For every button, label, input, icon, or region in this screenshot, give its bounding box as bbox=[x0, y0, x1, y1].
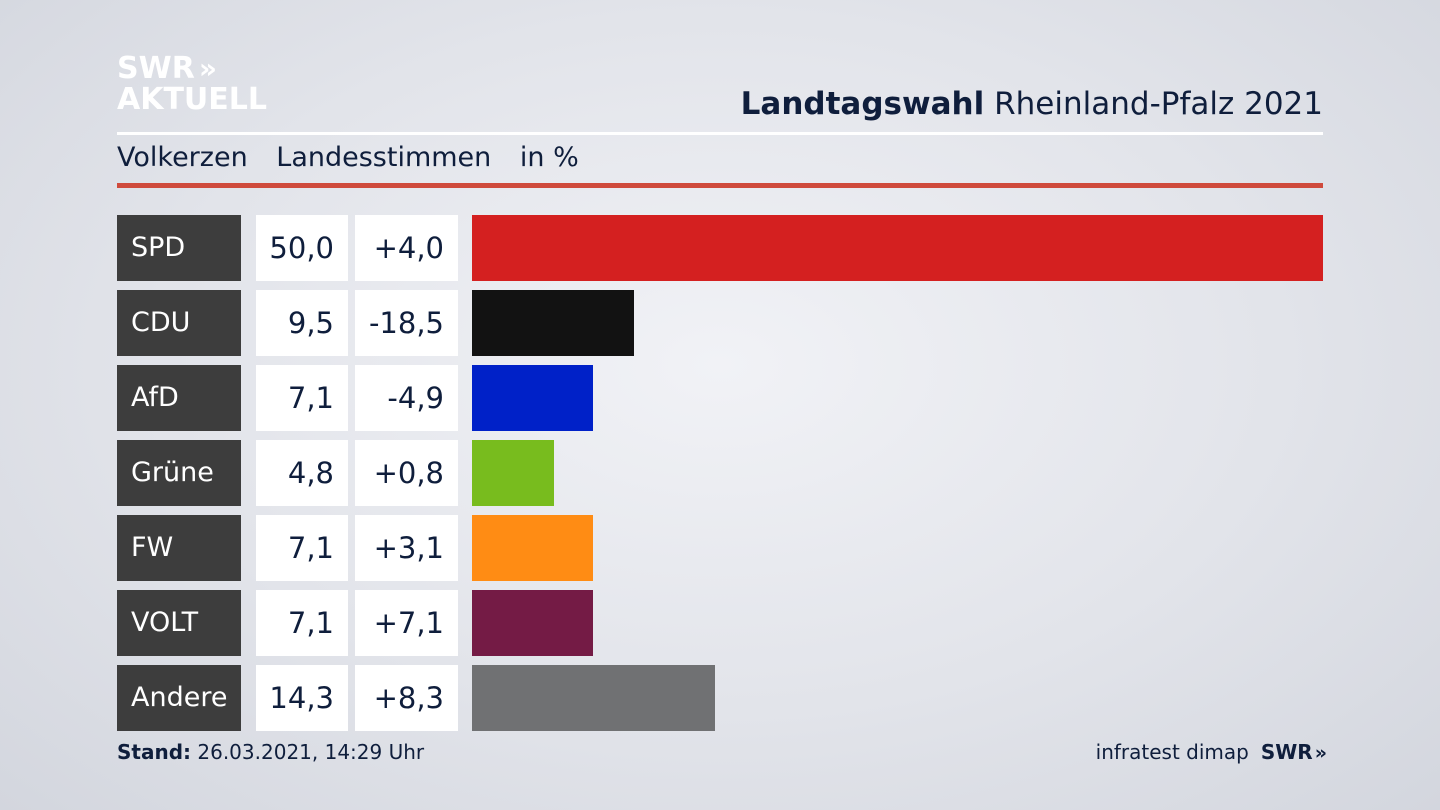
result-bar bbox=[472, 290, 634, 356]
subheader-place: Volkerzen bbox=[117, 142, 248, 173]
vote-share-label: 14,3 bbox=[256, 665, 348, 731]
subheader: Volkerzen Landesstimmen in % bbox=[117, 142, 599, 173]
subheader-unit: in % bbox=[519, 142, 579, 173]
party-label: FW bbox=[117, 515, 241, 581]
vote-share-label: 7,1 bbox=[256, 365, 348, 431]
timestamp: Stand: 26.03.2021, 14:29 Uhr bbox=[117, 740, 424, 764]
stand-value: 26.03.2021, 14:29 Uhr bbox=[197, 740, 425, 764]
result-bar bbox=[472, 440, 554, 506]
party-label: Grüne bbox=[117, 440, 241, 506]
vote-share-label: 4,8 bbox=[256, 440, 348, 506]
title-bold: Landtagswahl bbox=[740, 86, 985, 122]
vote-change-label: +0,8 bbox=[355, 440, 458, 506]
vote-change-label: -4,9 bbox=[355, 365, 458, 431]
swr-aktuell-logo: SWR» AKTUELL bbox=[117, 52, 267, 115]
result-bar bbox=[472, 590, 593, 656]
title-rest: Rheinland-Pfalz 2021 bbox=[994, 86, 1323, 122]
swr-brand-logo: SWR» bbox=[1260, 740, 1327, 764]
vote-change-label: -18,5 bbox=[355, 290, 458, 356]
party-label: CDU bbox=[117, 290, 241, 356]
vote-share-label: 7,1 bbox=[256, 590, 348, 656]
brand-text: SWR bbox=[1260, 740, 1313, 764]
logo-line-2: AKTUELL bbox=[117, 82, 268, 117]
vote-change-label: +4,0 bbox=[355, 215, 458, 281]
logo-line-1: SWR bbox=[117, 50, 195, 86]
page-title: Landtagswahl Rheinland-Pfalz 2021 bbox=[741, 86, 1323, 122]
stand-label: Stand: bbox=[117, 740, 192, 764]
source-credit: infratest dimap SWR» bbox=[1095, 740, 1328, 764]
result-bar bbox=[472, 665, 715, 731]
result-bar bbox=[472, 515, 593, 581]
brand-chevron-icon: » bbox=[1314, 742, 1327, 764]
result-bar bbox=[472, 215, 1323, 281]
subheader-measure: Landesstimmen bbox=[276, 142, 492, 173]
vote-change-label: +7,1 bbox=[355, 590, 458, 656]
party-label: AfD bbox=[117, 365, 241, 431]
vote-change-label: +3,1 bbox=[355, 515, 458, 581]
header-divider bbox=[117, 132, 1323, 135]
logo-chevron-icon: » bbox=[198, 51, 217, 85]
party-label: Andere bbox=[117, 665, 241, 731]
vote-share-label: 50,0 bbox=[256, 215, 348, 281]
source-name: infratest dimap bbox=[1095, 740, 1249, 764]
vote-share-label: 9,5 bbox=[256, 290, 348, 356]
result-bar bbox=[472, 365, 593, 431]
vote-change-label: +8,3 bbox=[355, 665, 458, 731]
party-label: VOLT bbox=[117, 590, 241, 656]
accent-divider bbox=[117, 183, 1323, 188]
vote-share-label: 7,1 bbox=[256, 515, 348, 581]
party-label: SPD bbox=[117, 215, 241, 281]
